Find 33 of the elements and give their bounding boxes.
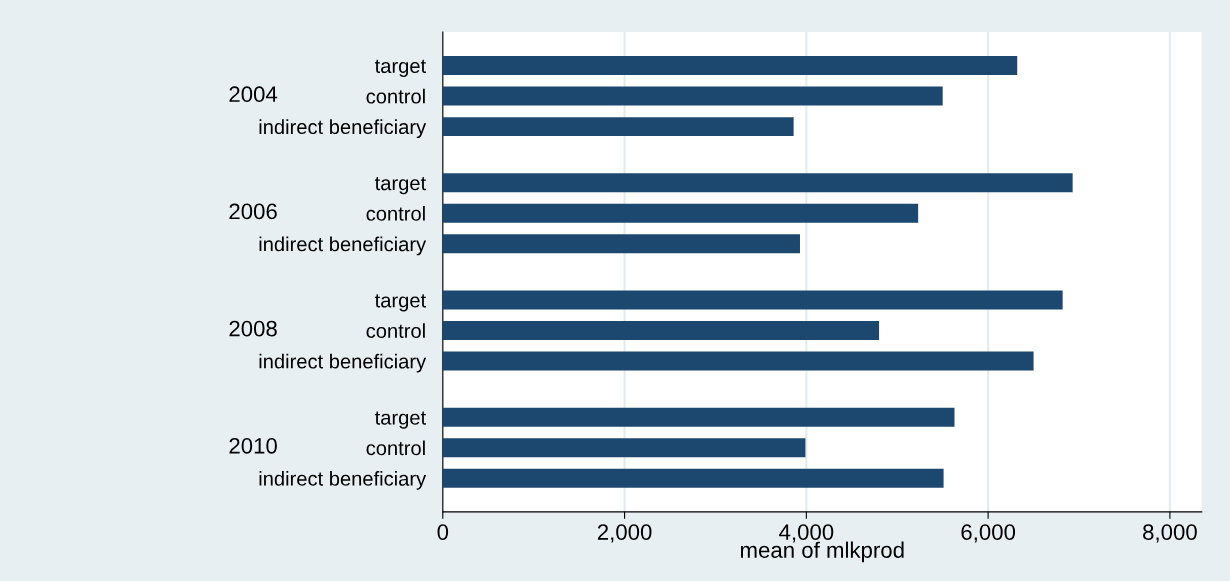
bar [442,290,1063,310]
text: indirect beneficiary [259,353,427,373]
series-label: indirect beneficiary [259,119,427,139]
series-label: target [374,59,426,78]
text: target [374,177,426,195]
y-tick-label: 2008 [229,320,277,337]
text: control [366,440,425,456]
x-tick-label: 2,000 [597,524,652,543]
bar [442,117,794,137]
bar [442,56,1018,75]
bar [442,321,880,340]
y-tick-label: 2006 [229,203,277,220]
y-tick-label: 2004 [229,86,278,103]
bar [442,173,1073,193]
bar [442,203,919,223]
text: indirect beneficiary [259,236,427,256]
bar [442,86,943,106]
series-label: control [366,88,425,104]
text: indirect beneficiary [259,470,427,490]
bar [442,438,806,458]
text: control [366,206,425,221]
text: control [366,323,425,339]
bar [442,468,944,488]
bar [442,407,955,427]
y-tick-label: 2010 [229,437,277,454]
text: target [374,411,426,429]
x-tick-label: 6,000 [961,524,1016,543]
text: target [374,294,426,312]
x-tick-label: 0 [437,524,449,540]
bar [442,234,800,254]
bar [442,351,1034,371]
x-tick-label: 4,000 [779,524,834,543]
x-tick-label: 8,000 [1143,524,1197,543]
